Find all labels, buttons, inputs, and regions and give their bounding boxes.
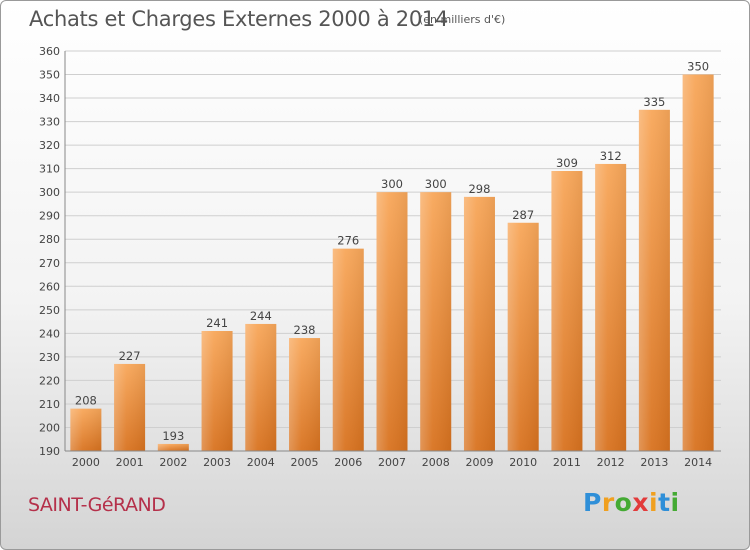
- data-label: 309: [556, 156, 578, 170]
- logo-letter: t: [658, 488, 671, 517]
- bar-shine: [507, 222, 539, 451]
- commune-name: SAINT-GéRAND: [28, 494, 166, 516]
- bar-shine: [114, 363, 146, 451]
- data-label: 227: [119, 349, 141, 363]
- y-tick-label: 260: [39, 280, 60, 293]
- data-label: 298: [468, 182, 490, 196]
- y-tick-label: 240: [39, 327, 60, 340]
- bar-shine: [245, 323, 277, 451]
- data-label: 208: [75, 394, 97, 408]
- y-tick-label: 280: [39, 233, 60, 246]
- x-tick-label: 2003: [203, 456, 231, 469]
- bar-shine: [289, 338, 321, 451]
- data-label: 238: [294, 323, 316, 337]
- y-tick-label: 330: [39, 116, 60, 129]
- y-tick-label: 290: [39, 210, 60, 223]
- bar-shine: [332, 248, 364, 451]
- y-tick-label: 300: [39, 186, 60, 199]
- bar-shine: [376, 192, 408, 452]
- x-tick-label: 2007: [378, 456, 406, 469]
- bar-shine: [463, 196, 495, 451]
- data-label: 241: [206, 316, 228, 330]
- data-label: 300: [381, 177, 403, 191]
- x-axis-tick-labels: 2000 2001 2002 2003 2004 2005 2006 2007 2008 2009…: [72, 456, 712, 469]
- x-tick-label: 2001: [116, 456, 144, 469]
- x-tick-label: 2004: [247, 456, 275, 469]
- data-labels: 208 227 193 241 244 238 276 300 300 298 287 309 312 3…: [75, 60, 709, 443]
- y-tick-label: 210: [39, 398, 60, 411]
- logo-letter: o: [614, 488, 633, 517]
- x-tick-label: 2000: [72, 456, 100, 469]
- y-tick-label: 340: [39, 92, 60, 105]
- y-axis-tick-labels: 190 200 210 220 230 240 250 260 270 280 290 300 310 3…: [39, 45, 60, 458]
- y-tick-label: 230: [39, 351, 60, 364]
- x-tick-label: 2012: [597, 456, 625, 469]
- y-tick-label: 220: [39, 374, 60, 387]
- y-tick-label: 200: [39, 421, 60, 434]
- y-tick-label: 360: [39, 45, 60, 58]
- data-label: 350: [687, 60, 709, 74]
- x-tick-label: 2006: [334, 456, 362, 469]
- logo-letter: x: [632, 488, 649, 517]
- bar-shine: [70, 408, 102, 451]
- x-tick-label: 2013: [640, 456, 668, 469]
- data-label: 276: [337, 234, 359, 248]
- bar-shine: [595, 163, 627, 452]
- bar-shine: [551, 171, 583, 451]
- logo-letter: r: [601, 488, 615, 517]
- logo-letter: i: [670, 488, 680, 517]
- y-tick-label: 350: [39, 69, 60, 82]
- bar-shine: [420, 192, 452, 452]
- y-tick-label: 250: [39, 304, 60, 317]
- bar-shine: [682, 74, 714, 451]
- y-tick-label: 190: [39, 445, 60, 458]
- logo-letter: P: [583, 488, 602, 517]
- y-tick-label: 320: [39, 139, 60, 152]
- axes: [64, 51, 721, 452]
- x-tick-label: 2005: [291, 456, 319, 469]
- x-tick-label: 2014: [684, 456, 712, 469]
- proxiti-logo: Proxiti: [583, 488, 680, 517]
- bar-shine: [638, 109, 670, 451]
- x-tick-label: 2010: [509, 456, 537, 469]
- bars: [70, 74, 714, 452]
- data-label: 193: [162, 429, 184, 443]
- data-label: 300: [425, 177, 447, 191]
- y-tick-label: 270: [39, 257, 60, 270]
- chart-title: Achats et Charges Externes 2000 à 2014: [29, 7, 449, 31]
- data-label: 287: [512, 208, 534, 222]
- x-tick-label: 2009: [465, 456, 493, 469]
- bar-shine: [201, 331, 233, 451]
- data-label: 312: [600, 149, 622, 163]
- data-label: 244: [250, 309, 272, 323]
- y-tick-label: 310: [39, 163, 60, 176]
- data-label: 335: [643, 95, 665, 109]
- x-tick-label: 2008: [422, 456, 450, 469]
- x-tick-label: 2011: [553, 456, 581, 469]
- chart-subtitle: (en milliers d'€): [419, 13, 506, 26]
- x-tick-label: 2002: [159, 456, 187, 469]
- logo-letter: i: [649, 488, 659, 517]
- bar-shine: [157, 443, 189, 451]
